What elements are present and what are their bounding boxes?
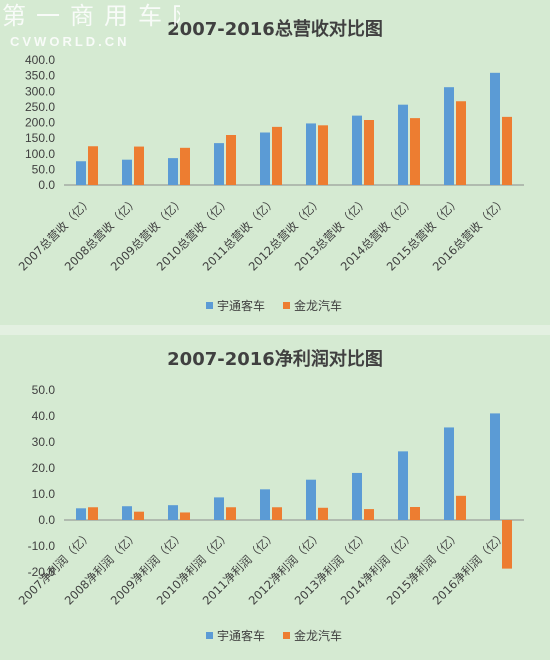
bar-jinlong [134,511,144,520]
y-tick-label: 300.0 [25,84,55,98]
y-tick-label: 30.0 [32,435,56,449]
bar-yutong [214,143,224,185]
bar-yutong [352,472,362,520]
y-tick-label: 10.0 [32,487,56,501]
y-tick-label: 50.0 [32,162,56,176]
bar-yutong [306,479,316,520]
bar-jinlong [134,146,144,185]
revenue-chart-panel: 2007-2016总营收对比图 0.0 50.0 100.0 150.0 200.0 250… [0,0,550,325]
bar-jinlong [456,495,466,520]
bar-jinlong [226,507,236,520]
bar-jinlong [88,507,98,520]
legend-label: 金龙汽车 [294,628,342,643]
bar-jinlong [180,512,190,520]
bar-yutong [260,132,270,185]
y-tick-label: -20.0 [28,565,56,579]
bar-yutong [122,506,132,520]
bar-jinlong [180,147,190,185]
y-tick-label: 150.0 [25,131,55,145]
bar-jinlong [364,120,374,185]
legend-swatch [206,632,213,639]
bar-yutong [398,104,408,185]
bar-jinlong [410,507,420,520]
bar-yutong [122,159,132,185]
legend-label: 宇通客车 [217,298,265,313]
bar-yutong [214,497,224,520]
legend-label: 金龙汽车 [294,298,342,313]
bar-yutong [490,413,500,520]
y-tick-label: 20.0 [32,461,56,475]
bar-yutong [444,87,454,185]
y-tick-label: 40.0 [32,409,56,423]
chart-title: 2007-2016总营收对比图 [167,18,383,40]
y-tick-label: 100.0 [25,147,55,161]
profit-chart: 2007-2016净利润对比图 -20.0 -10.0 0.0 10.0 20.0 30.0… [16,348,524,643]
panel-separator [0,325,550,335]
bar-jinlong [226,135,236,185]
legend-swatch [283,632,290,639]
y-tick-label: 50.0 [32,383,56,397]
bar-yutong [76,508,86,520]
bar-yutong [168,158,178,185]
bar-jinlong [502,116,512,185]
y-tick-label: 400.0 [25,53,55,67]
bar-yutong [352,115,362,185]
bar-jinlong [502,520,512,569]
bar-jinlong [456,101,466,185]
bar-yutong [306,123,316,185]
y-tick-label: 0.0 [38,178,55,192]
bar-jinlong [272,126,282,185]
legend-swatch [283,302,290,309]
y-tick-label: -10.0 [28,539,56,553]
bar-jinlong [364,509,374,520]
profit-chart-panel: 2007-2016净利润对比图 -20.0 -10.0 0.0 10.0 20.0 30.0… [0,335,550,660]
bar-jinlong [88,146,98,185]
watermark-line1: 第一商用车网 [2,2,180,30]
bar-jinlong [272,507,282,520]
watermark-line2: CVWORLD.CN [10,34,130,49]
y-tick-label: 350.0 [25,69,55,83]
bar-yutong [76,161,86,185]
legend-swatch [206,302,213,309]
chart-title: 2007-2016净利润对比图 [167,348,383,370]
bar-yutong [444,427,454,520]
bar-yutong [490,72,500,185]
y-tick-label: 200.0 [25,116,55,130]
y-tick-label: 0.0 [38,513,55,527]
legend-label: 宇通客车 [217,628,265,643]
bar-yutong [398,451,408,520]
bar-jinlong [318,507,328,520]
watermark-logo: 第一商用车网 CVWORLD.CN [2,2,180,49]
bar-yutong [168,505,178,520]
bar-yutong [260,489,270,520]
bar-jinlong [410,118,420,185]
y-tick-label: 250.0 [25,100,55,114]
bar-jinlong [318,125,328,185]
